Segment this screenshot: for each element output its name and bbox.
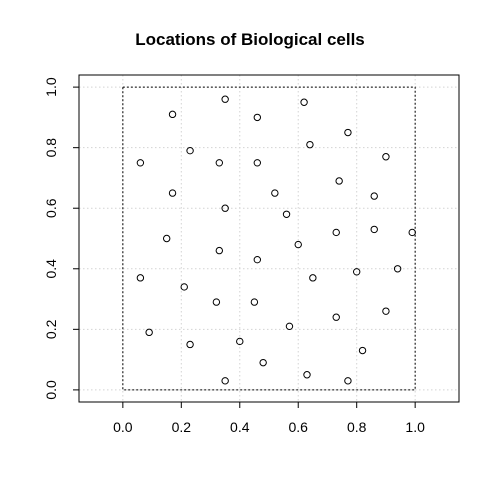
x-tick-label: 0.4 [230,419,250,435]
y-tick-label: 0.0 [43,380,59,400]
data-point [250,298,259,306]
data-point [162,234,171,243]
data-point [303,371,311,379]
data-point [370,225,378,234]
data-point [382,307,390,315]
data-point [282,210,291,218]
data-point [180,283,188,291]
window-box [122,86,416,391]
data-point [221,204,229,212]
data-point [136,159,145,167]
data-point [408,228,416,237]
data-point [253,113,262,122]
grid-lines [79,75,459,402]
data-point [186,340,194,349]
data-point [271,189,279,197]
data-point [168,189,177,197]
data-point [285,322,294,331]
data-point [136,274,145,282]
data-point [221,377,229,385]
chart-title: Locations of Biological cells [135,30,365,49]
data-point [300,98,308,106]
data-point [344,128,352,137]
y-tick-label: 0.6 [43,198,59,218]
data-point [358,346,367,355]
data-point [145,328,153,337]
x-tick-label: 0.8 [347,419,367,435]
data-point [393,265,402,273]
data-point [186,146,194,155]
data-point [370,192,378,200]
data-point [253,159,262,167]
data-point [212,298,221,306]
data-point [294,240,302,249]
y-tick-label: 0.8 [43,138,59,158]
y-tick-label: 0.2 [43,319,59,339]
data-point [221,95,229,103]
plot-frame [78,74,460,403]
x-tick-label: 0.0 [113,419,133,435]
data-point [236,337,244,346]
data-point [332,228,340,237]
data-point [382,153,390,161]
data-point [335,177,343,185]
x-tick-label: 0.6 [288,419,308,435]
data-point [352,268,361,276]
y-axis: 0.0 0.2 0.4 0.6 0.8 1.0 [43,77,79,400]
x-tick-label: 0.2 [172,419,192,435]
data-point [253,255,262,264]
data-point [259,358,267,367]
x-axis: 0.0 0.2 0.4 0.6 0.8 1.0 [113,402,425,435]
data-points [136,95,416,385]
data-point [332,313,340,321]
data-point [344,377,352,385]
data-point [215,246,224,255]
y-tick-label: 0.4 [43,259,59,279]
x-tick-label: 1.0 [405,419,425,435]
y-tick-label: 1.0 [43,77,59,97]
data-point [215,159,224,167]
data-point [168,110,177,119]
data-point [306,140,314,149]
data-point [309,274,317,282]
